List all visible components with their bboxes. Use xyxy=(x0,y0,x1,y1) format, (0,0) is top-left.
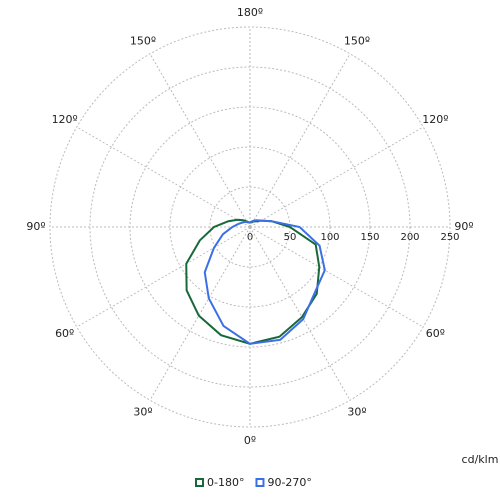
angle-tick-label: 90º xyxy=(454,220,473,233)
grid-spoke xyxy=(149,53,251,228)
angle-tick-label: 150º xyxy=(130,35,156,48)
r-tick-label: 250 xyxy=(440,232,459,243)
angle-tick-label: 30º xyxy=(347,405,366,418)
series-line xyxy=(203,219,326,345)
angle-tick-label: 60º xyxy=(55,327,74,340)
r-tick-label: 0 xyxy=(247,232,253,243)
grid-spoke xyxy=(249,226,424,328)
grid-spoke xyxy=(76,126,251,228)
angle-tick-label: 30º xyxy=(133,405,152,418)
angle-tick-label: 120º xyxy=(422,113,448,126)
legend-swatch xyxy=(255,478,265,487)
r-tick-label: 100 xyxy=(320,232,339,243)
unit-label: cd/klm xyxy=(462,453,499,466)
angle-tick-label: 90º xyxy=(26,220,45,233)
angle-tick-label: 120º xyxy=(52,113,78,126)
grid-spoke xyxy=(76,226,251,328)
legend-label: 0-180° xyxy=(207,476,244,489)
r-tick-label: 50 xyxy=(284,232,297,243)
grid-spoke xyxy=(249,53,351,228)
angle-tick-label: 150º xyxy=(344,35,370,48)
angle-tick-label: 0º xyxy=(244,434,256,447)
grid-ring xyxy=(49,26,451,428)
grid-spoke xyxy=(249,126,424,228)
legend-label: 90-270° xyxy=(267,476,311,489)
grid-spoke xyxy=(149,226,251,401)
r-tick-label: 200 xyxy=(400,232,419,243)
legend-swatch xyxy=(195,478,204,487)
r-tick-label: 150 xyxy=(360,232,379,243)
angle-tick-label: 60º xyxy=(426,327,445,340)
angle-tick-label: 180º xyxy=(237,6,263,19)
grid-spoke xyxy=(249,226,351,401)
